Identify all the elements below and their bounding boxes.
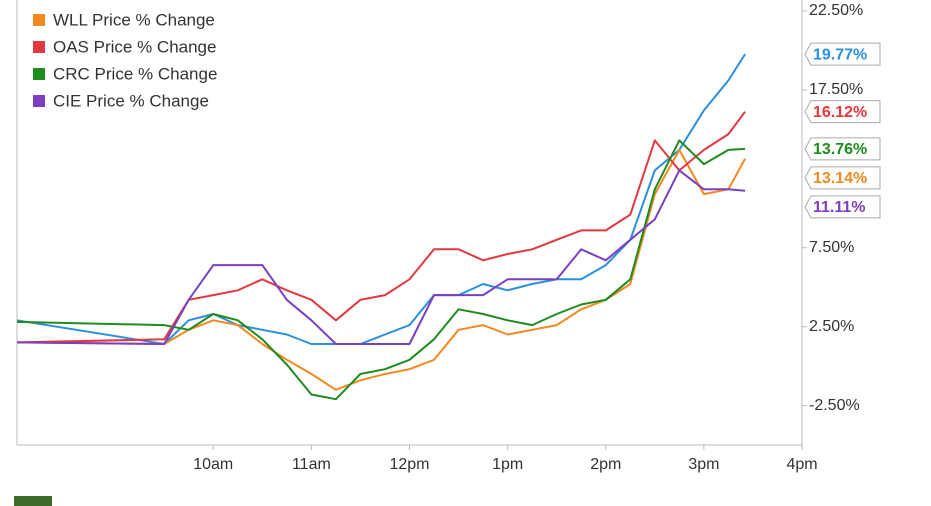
legend-label: CRC Price % Change: [53, 64, 217, 83]
value-label-box: [804, 42, 881, 66]
legend-swatch: [33, 95, 45, 107]
x-tick-label: 10am: [193, 456, 233, 473]
series-line: [16, 139, 746, 401]
value-label-text: 11.11%: [813, 199, 866, 216]
legend-label: WLL Price % Change: [53, 10, 215, 29]
value-label-box: [804, 137, 881, 161]
legend-box: [20, 0, 260, 122]
value-label: 16.12%: [804, 100, 881, 124]
value-label-text: 16.12%: [813, 104, 867, 121]
x-tick-label: 12pm: [389, 456, 429, 473]
series-line: [16, 111, 746, 344]
y-tick-label: -2.50%: [809, 397, 860, 414]
x-tick-label: 11am: [292, 456, 331, 473]
value-label-box: [804, 195, 881, 219]
legend-swatch: [33, 14, 45, 26]
series-line: [16, 148, 746, 391]
y-tick-label: 2.50%: [809, 318, 854, 335]
logo: [14, 496, 52, 506]
series-line: [16, 169, 746, 345]
value-label: 19.77%: [804, 42, 881, 66]
legend-label: OAS Price % Change: [53, 37, 216, 56]
value-label-text: 19.77%: [813, 46, 867, 63]
value-label: 13.14%: [804, 166, 881, 190]
y-tick-label: 7.50%: [809, 239, 854, 256]
x-tick-label: 4pm: [786, 456, 817, 473]
value-label: 11.11%: [804, 195, 881, 219]
value-label-text: 13.76%: [813, 141, 867, 158]
value-label-text: 13.14%: [813, 170, 867, 187]
value-label-box: [804, 100, 881, 124]
legend-label: CIE Price % Change: [53, 91, 209, 110]
legend-swatch: [33, 41, 45, 53]
value-label-box: [804, 166, 881, 190]
legend: WLL Price % Change OAS Price % Change CRC …: [20, 0, 260, 122]
logo-mark: [14, 496, 52, 506]
y-tick-label: 22.50%: [809, 2, 863, 19]
legend-swatch: [33, 68, 45, 80]
x-tick-label: 3pm: [688, 456, 719, 473]
x-tick-label: 2pm: [590, 456, 621, 473]
value-label: 13.76%: [804, 137, 881, 161]
y-tick-label: 17.50%: [809, 81, 863, 98]
x-tick-label: 1pm: [492, 456, 523, 473]
